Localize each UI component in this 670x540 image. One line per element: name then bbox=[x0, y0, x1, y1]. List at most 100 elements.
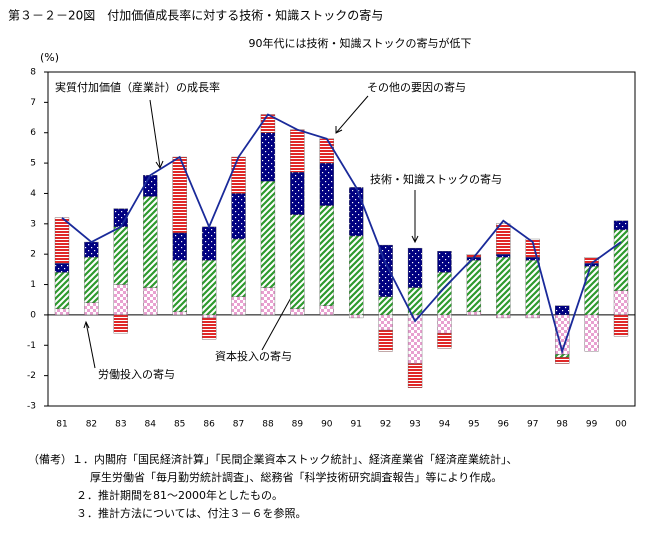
bar-segment bbox=[496, 254, 511, 258]
notes: （備考）１．内閣府「国民経済計算」「民間企業資本ストック統計」、経済産業省「経済… bbox=[28, 452, 518, 520]
bar-segment bbox=[84, 241, 99, 258]
x-tick-label: 99 bbox=[586, 420, 598, 430]
x-tick-label: 88 bbox=[262, 420, 274, 430]
bar-segment bbox=[584, 314, 599, 352]
bar-segment bbox=[378, 244, 393, 297]
note-line: （備考）１．内閣府「国民経済計算」「民間企業資本ストック統計」、経済産業省「経済… bbox=[28, 452, 518, 466]
x-tick-label: 93 bbox=[409, 420, 420, 430]
bar-segment bbox=[143, 175, 158, 197]
bar-segment bbox=[201, 226, 217, 261]
x-tick-label: 86 bbox=[203, 420, 215, 430]
x-tick-label: 81 bbox=[56, 420, 67, 430]
bar-segment bbox=[201, 260, 217, 316]
bar-segment bbox=[84, 257, 99, 303]
bar-segment bbox=[437, 314, 452, 334]
bar-segment bbox=[201, 314, 217, 319]
bar-segment bbox=[172, 260, 187, 313]
annotation-arrows bbox=[83, 95, 419, 369]
x-tick-label: 97 bbox=[527, 420, 538, 430]
bar-segment bbox=[407, 363, 423, 388]
arrow bbox=[335, 95, 369, 134]
bar-segment bbox=[378, 329, 393, 352]
x-tick-label: 98 bbox=[556, 420, 568, 430]
y-tick-label: 5 bbox=[30, 159, 36, 169]
bar-segment bbox=[290, 129, 305, 173]
x-tick-label: 87 bbox=[233, 420, 244, 430]
bar-segment bbox=[613, 290, 629, 316]
bar-segment bbox=[231, 296, 246, 316]
bar-segment bbox=[378, 314, 393, 331]
bar-segment bbox=[407, 247, 423, 288]
bar-segment bbox=[496, 314, 511, 319]
arrow-head bbox=[335, 126, 343, 134]
bar-segment bbox=[260, 287, 276, 316]
bar-segment bbox=[260, 181, 276, 288]
note-line: ２．推計期間を81～2000年としたもの。 bbox=[76, 488, 283, 502]
bar-segment bbox=[172, 232, 187, 261]
bar-segment bbox=[113, 314, 128, 334]
series-label: その他の要因の寄与 bbox=[367, 80, 466, 94]
x-tick-label: 00 bbox=[615, 420, 627, 430]
y-tick-label: -3 bbox=[27, 402, 36, 412]
bar-segment bbox=[319, 162, 334, 206]
bar-segment bbox=[290, 214, 305, 309]
x-tick-label: 89 bbox=[292, 420, 304, 430]
bar-segment bbox=[584, 266, 599, 316]
y-tick-label: 1 bbox=[30, 280, 36, 290]
bar-segment bbox=[319, 205, 334, 306]
series-label: 技術・知識ストックの寄与 bbox=[370, 172, 502, 186]
bar-segment bbox=[555, 305, 570, 316]
bar-segment bbox=[525, 314, 540, 319]
bar-segment bbox=[496, 257, 511, 316]
series-label: 資本投入の寄与 bbox=[215, 349, 292, 363]
bar-segment bbox=[525, 260, 540, 316]
arrow-head bbox=[155, 160, 164, 170]
bar-segment bbox=[349, 314, 364, 319]
bar-segment bbox=[113, 226, 128, 285]
bar-segment bbox=[555, 354, 570, 358]
arrow-head bbox=[411, 235, 419, 244]
chart-subtitle: 90年代には技術・知識ストックの寄与が低下 bbox=[249, 36, 472, 50]
y-axis-label: (%) bbox=[40, 51, 59, 64]
bar-segment bbox=[319, 138, 334, 164]
bar-segment bbox=[613, 229, 629, 291]
plot-frame bbox=[47, 71, 636, 407]
bar-segment bbox=[54, 272, 70, 309]
y-tick-label: 3 bbox=[30, 219, 36, 229]
bar-segment bbox=[143, 287, 158, 316]
arrow-head bbox=[83, 320, 90, 329]
bar-segment bbox=[290, 172, 305, 215]
x-tick-label: 92 bbox=[380, 420, 391, 430]
x-tick-label: 94 bbox=[439, 420, 451, 430]
bar-segment bbox=[466, 311, 482, 316]
series-label: 労働投入の寄与 bbox=[98, 367, 175, 381]
bar-segment bbox=[54, 217, 70, 264]
x-tick-label: 91 bbox=[350, 420, 361, 430]
bar-segment bbox=[349, 235, 364, 316]
bar-segment bbox=[231, 193, 246, 240]
bar-segment bbox=[437, 332, 452, 349]
x-tick-label: 90 bbox=[321, 420, 333, 430]
series-label: 実質付加価値（産業計）の成長率 bbox=[55, 80, 220, 94]
note-line: ３．推計方法については、付注３－６を参照。 bbox=[76, 506, 306, 520]
bar-segment bbox=[437, 250, 452, 273]
y-tick-label: 7 bbox=[30, 98, 36, 108]
bar-segment bbox=[290, 308, 305, 316]
bar-segment bbox=[496, 223, 511, 255]
bar-segment bbox=[555, 357, 570, 364]
bar-segment bbox=[54, 263, 70, 273]
bar-segment bbox=[172, 311, 187, 316]
x-tick-label: 82 bbox=[86, 420, 97, 430]
bar-segment bbox=[613, 220, 629, 231]
arrow bbox=[149, 99, 161, 168]
note-line: 厚生労働省「毎月勤労統計調査」、総務省「科学技術研究調査報告」等により作成。 bbox=[90, 470, 502, 484]
x-tick-label: 85 bbox=[174, 420, 185, 430]
y-tick-label: 4 bbox=[30, 189, 36, 199]
x-tick-label: 95 bbox=[468, 420, 479, 430]
y-tick-label: -2 bbox=[27, 371, 36, 381]
y-tick-label: 0 bbox=[30, 310, 36, 320]
bar-segment bbox=[613, 314, 629, 337]
y-tick-label: 6 bbox=[30, 128, 36, 138]
bar-segment bbox=[466, 260, 482, 313]
